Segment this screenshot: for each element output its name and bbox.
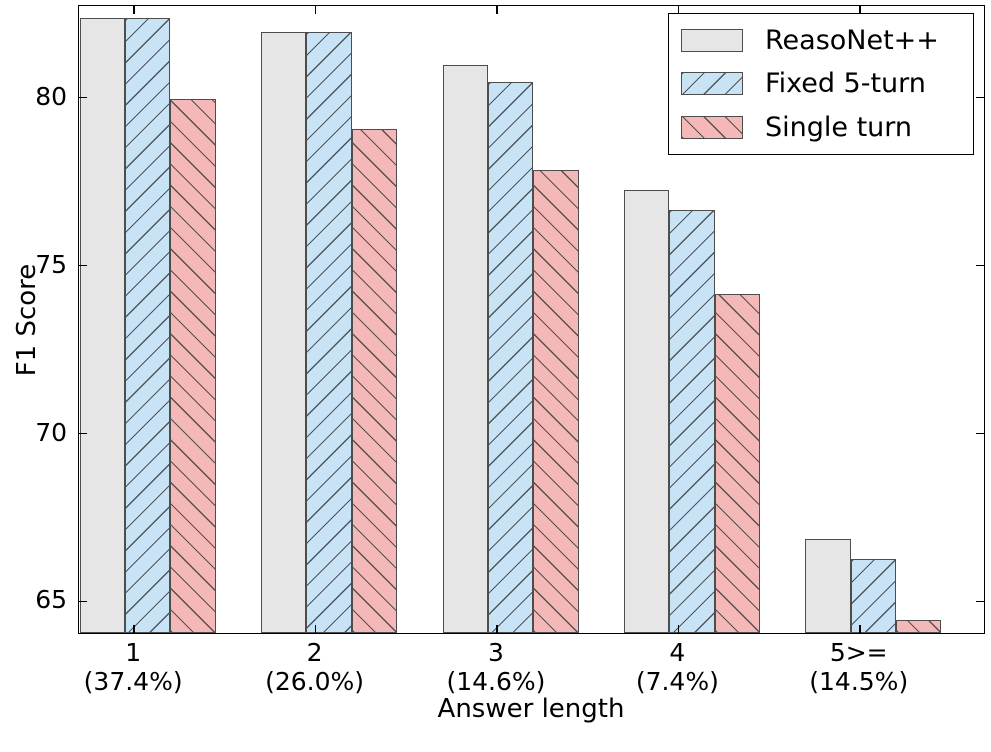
legend-row-reasonet: ReasoNet++ [681, 25, 961, 56]
legend-swatch-reasonet [681, 29, 743, 53]
x-tick-category: 3 [487, 638, 504, 667]
x-tick-category: 4 [669, 638, 686, 667]
x-tick-bottom [677, 625, 680, 633]
x-tick-percent: (7.4%) [635, 667, 719, 696]
x-tick-percent: (14.5%) [809, 667, 909, 696]
y-tick-left [79, 96, 87, 99]
x-tick-label: 3 (14.6%) [446, 638, 545, 696]
x-tick-percent: (14.6%) [446, 667, 546, 696]
y-tick-right [976, 264, 984, 267]
y-tick-left [79, 600, 87, 603]
legend: ReasoNet++ Fixed 5-turn Single turn [668, 13, 974, 155]
bar-reasonet-group3 [442, 65, 488, 633]
y-tick-right [976, 432, 984, 435]
y-tick-right [976, 600, 984, 603]
bar-fixed-5-turn-group5 [850, 559, 897, 633]
x-tick-category: 2 [306, 638, 323, 667]
bar-single-turn-group1 [170, 99, 216, 633]
x-tick-bottom [314, 625, 317, 633]
bar-fixed-5-turn-group1 [125, 18, 171, 633]
x-axis-label: Answer length [437, 694, 625, 724]
y-tick-label: 80 [35, 81, 67, 111]
legend-label-single-turn: Single turn [765, 111, 913, 143]
legend-row-fixed-5-turn: Fixed 5-turn [681, 68, 961, 99]
x-tick-top [133, 6, 135, 14]
bar-single-turn-group2 [351, 129, 398, 633]
x-tick-top [314, 6, 317, 14]
x-tick-label: 1 (37.4%) [84, 638, 183, 696]
x-tick-bottom [496, 625, 498, 633]
x-tick-category: 1 [125, 638, 142, 667]
x-tick-label: 4 (7.4%) [636, 638, 719, 696]
y-axis-label: F1 Score [12, 263, 42, 377]
bar-fixed-5-turn-group4 [669, 209, 715, 633]
bar-reasonet-group2 [261, 31, 307, 633]
legend-swatch-single-turn [681, 115, 743, 139]
bar-single-turn-group3 [533, 169, 579, 633]
y-tick-left [79, 264, 87, 267]
legend-label-reasonet: ReasoNet++ [765, 25, 939, 57]
legend-label-fixed-5-turn: Fixed 5-turn [765, 68, 926, 100]
x-tick-top [496, 6, 498, 14]
bar-fixed-5-turn-group2 [306, 31, 352, 633]
y-tick-right [976, 96, 984, 99]
x-tick-top [858, 6, 861, 14]
x-tick-bottom [133, 625, 135, 633]
x-tick-percent: (26.0%) [265, 667, 364, 696]
x-tick-label: 2 (26.0%) [265, 638, 364, 696]
y-tick-label: 75 [35, 249, 67, 279]
x-tick-bottom [858, 625, 861, 633]
legend-row-single-turn: Single turn [681, 112, 961, 143]
bar-reasonet-group5 [805, 538, 851, 633]
bar-single-turn-group4 [714, 293, 760, 633]
x-tick-label: 5>= (14.5%) [809, 638, 908, 696]
x-tick-category: 5>= [829, 638, 888, 667]
x-tick-percent: (37.4%) [83, 667, 183, 696]
bar-fixed-5-turn-group3 [487, 82, 534, 633]
bar-single-turn-group5 [896, 619, 942, 633]
bar-reasonet-group4 [623, 189, 670, 633]
y-tick-label: 65 [35, 585, 67, 615]
y-tick-label: 70 [35, 417, 67, 447]
legend-swatch-fixed-5-turn [681, 72, 743, 96]
bar-reasonet-group1 [79, 18, 126, 633]
y-tick-left [79, 432, 87, 435]
x-tick-top [677, 6, 680, 14]
